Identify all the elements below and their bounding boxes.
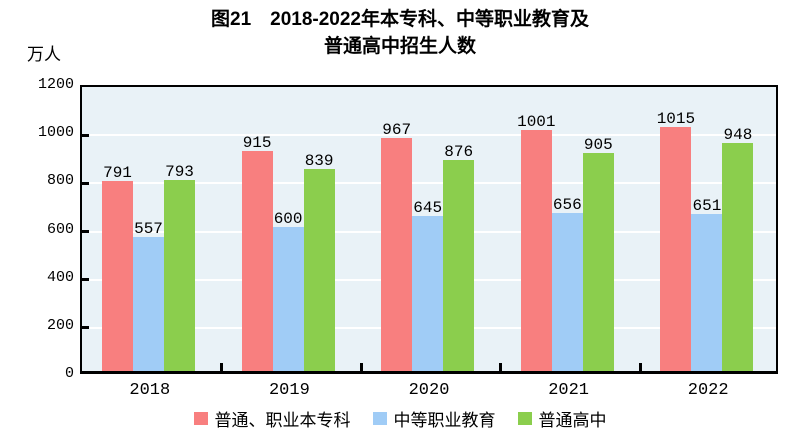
legend: 普通、职业本专科 中等职业教育 普通高中	[0, 406, 800, 431]
x-axis-category-label: 2020	[408, 381, 450, 400]
legend-label: 普通高中	[538, 411, 607, 430]
y-axis-tick-label: 200	[46, 316, 74, 334]
bar-value-label: 651	[692, 197, 722, 216]
y-axis-unit-label: 万人	[27, 45, 61, 64]
bar-value-label: 1015	[656, 109, 696, 128]
y-axis-tick-label: 600	[46, 220, 74, 238]
bar	[582, 153, 614, 371]
y-axis-tick	[82, 181, 89, 185]
plot-area: 791 557 793 915 600 839 967 645 876 1001 656 905 101…	[80, 85, 778, 374]
chart-title: 图21 2018-2022年本专科、中等职业教育及 普通高中招生人数	[0, 6, 800, 60]
gridline	[82, 134, 776, 137]
y-axis-tick-label: 800	[46, 172, 74, 190]
legend-item: 普通、职业本专科	[193, 406, 351, 431]
y-axis-tick-label: 400	[46, 268, 74, 286]
y-axis-tick	[82, 230, 89, 233]
x-axis-category-label: 2022	[687, 381, 729, 400]
plot-inner: 791 557 793 915 600 839 967 645 876 1001 656 905 101…	[82, 87, 776, 371]
bar	[164, 180, 195, 371]
legend-item: 普通高中	[517, 406, 607, 431]
bar	[412, 215, 444, 371]
y-axis-tick	[82, 133, 89, 137]
bar	[303, 168, 335, 371]
bar	[722, 142, 754, 371]
bar	[520, 129, 552, 371]
y-axis-tick-label: 1200	[37, 76, 74, 93]
bar-value-label: 948	[723, 125, 753, 144]
bar-value-label: 793	[165, 163, 194, 182]
legend-label: 中等职业教育	[393, 411, 496, 430]
legend-swatch	[372, 412, 387, 425]
gridline	[82, 182, 776, 185]
legend-item: 中等职业教育	[372, 406, 496, 431]
bar-value-label: 839	[304, 151, 334, 170]
y-axis-tick-label: 1000	[37, 124, 74, 142]
legend-swatch	[193, 412, 208, 425]
chart-title-line2: 普通高中招生人数	[323, 36, 476, 57]
bar	[443, 160, 475, 371]
chart-title-line1: 图21 2018-2022年本专科、中等职业教育及	[211, 9, 589, 30]
bar	[660, 126, 692, 371]
bar	[133, 236, 164, 371]
x-axis-tick	[220, 363, 224, 371]
bar-value-label: 656	[552, 196, 582, 214]
y-axis-tick	[82, 278, 89, 282]
bar	[551, 213, 583, 371]
bar	[102, 180, 133, 371]
y-axis-tick	[82, 326, 89, 330]
bar-value-label: 967	[382, 121, 412, 140]
x-axis-tick	[499, 363, 503, 371]
x-axis-category-label: 2021	[548, 381, 589, 400]
bar-value-label: 791	[103, 163, 132, 182]
bar-value-label: 557	[134, 219, 163, 238]
bar-value-label: 645	[413, 198, 443, 217]
bar	[272, 226, 304, 371]
bar	[241, 150, 273, 371]
bar-value-label: 876	[444, 143, 474, 162]
y-axis-tick-label: 0	[64, 365, 74, 382]
legend-label: 普通、职业本专科	[214, 411, 351, 430]
x-axis-category-label: 2019	[268, 381, 310, 400]
x-axis-tick	[359, 363, 363, 371]
bar	[381, 138, 413, 371]
bar-value-label: 600	[273, 209, 303, 228]
bar-value-label: 1001	[517, 112, 556, 131]
bar	[691, 214, 723, 371]
bar-value-label: 915	[242, 133, 272, 152]
x-axis-category-label: 2018	[129, 381, 171, 400]
legend-swatch	[517, 412, 532, 425]
bar-value-label: 905	[583, 136, 613, 155]
x-axis-tick	[638, 363, 642, 371]
